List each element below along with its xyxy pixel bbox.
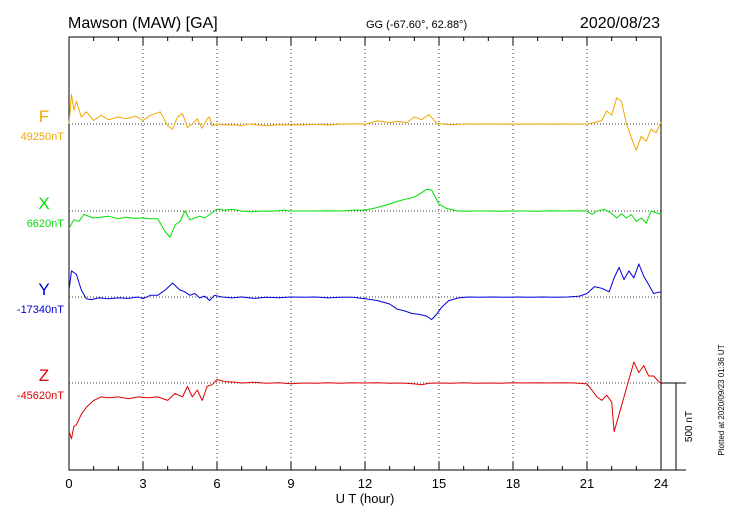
component-label-z: Z — [39, 366, 49, 385]
station-title: Mawson (MAW) [GA] — [68, 15, 218, 32]
x-tick-label-3: 3 — [139, 476, 146, 491]
date-label: 2020/08/23 — [580, 15, 660, 32]
plotted-timestamp: Plotted at 2020/09/23 01:36 UT — [717, 344, 726, 455]
x-tick-label-12: 12 — [358, 476, 372, 491]
component-label-y: Y — [38, 280, 49, 299]
x-tick-label-9: 9 — [287, 476, 294, 491]
baseline-value-y: -17340nT — [17, 304, 64, 316]
component-label-f: F — [39, 107, 49, 126]
baseline-value-x: 6620nT — [27, 218, 65, 230]
trace-x — [68, 188, 662, 238]
trace-y — [68, 263, 662, 321]
baseline-value-f: 49250nT — [21, 131, 65, 143]
x-tick-label-18: 18 — [506, 476, 520, 491]
x-tick-label-24: 24 — [654, 476, 668, 491]
x-tick-label-0: 0 — [65, 476, 72, 491]
baseline-value-z: -45620nT — [17, 390, 64, 402]
scale-bar-label: 500 nT — [684, 411, 695, 442]
trace-z — [68, 361, 662, 440]
x-axis-label: U T (hour) — [336, 491, 395, 506]
trace-f — [68, 93, 662, 151]
component-label-x: X — [38, 194, 49, 213]
station-coordinates: GG (-67.60°, 62.88°) — [366, 19, 467, 31]
x-tick-label-21: 21 — [580, 476, 594, 491]
x-tick-label-6: 6 — [213, 476, 220, 491]
x-tick-label-15: 15 — [432, 476, 446, 491]
